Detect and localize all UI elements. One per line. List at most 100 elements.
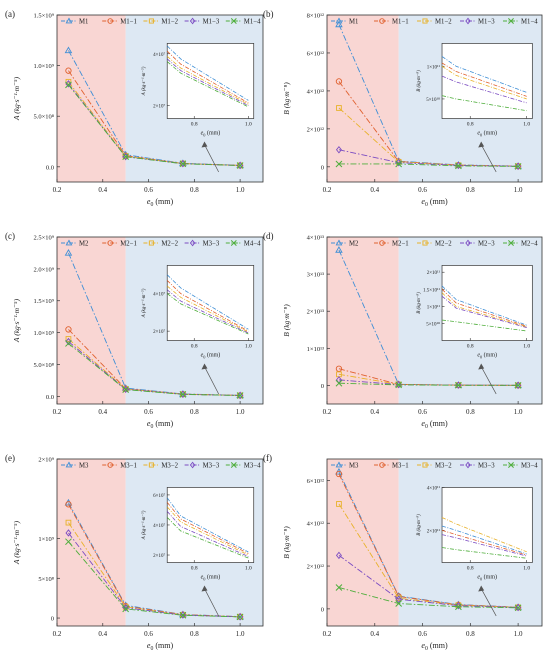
inset-series-line — [441, 295, 527, 328]
inset-y-axis-label: A (kg·s⁻¹·m⁻⁵) — [141, 288, 147, 318]
x-tick-label: 0.6 — [144, 408, 153, 416]
legend-label: M2 — [79, 241, 89, 248]
zoom-arrow-head — [201, 585, 208, 592]
inset-series-line — [166, 56, 249, 105]
inset-series-line — [166, 293, 249, 335]
data-point-x — [122, 153, 130, 161]
legend: M2 M2−1 M2−2 M3−3 M4−4 — [61, 239, 261, 248]
inset-x-tick-label: 1.0 — [523, 344, 530, 350]
inset-series-line — [441, 517, 527, 553]
legend-label: M1−2 — [435, 19, 452, 26]
y-tick-label: 8×10¹² — [307, 13, 324, 20]
legend: M2 M2−1 M2−2 M2−3 M2−4 — [331, 239, 538, 248]
legend-label: M2−2 — [435, 241, 452, 248]
legend-label: M1−1 — [120, 19, 137, 26]
inset-x-tick-label: 0.8 — [191, 566, 198, 572]
x-tick-label: 0.2 — [53, 186, 62, 194]
legend-label: M3−1 — [120, 463, 137, 470]
x-tick-label: 1.0 — [514, 186, 523, 194]
series-line — [68, 504, 241, 618]
data-point-x-stroke — [122, 605, 130, 613]
data-point-diamond — [465, 239, 471, 247]
inset-series-line — [441, 75, 527, 104]
data-point-x-stroke — [455, 381, 462, 389]
data-point-x — [455, 603, 462, 611]
inset-series-line — [441, 289, 527, 327]
inset-chart: 5×10¹⁰ 1×10¹¹ 0.8 1.0 e0 (mm) B (kg·m⁻⁸) — [416, 43, 533, 138]
zoom-arrow — [204, 144, 219, 173]
y-axis-label: A (kg·s⁻¹·m⁻⁵) — [12, 520, 21, 565]
inset-y-tick-label: 6×10⁷ — [153, 493, 165, 499]
data-point-x — [230, 240, 237, 246]
data-point-x — [65, 538, 72, 546]
inset-x-tick-label: 0.8 — [467, 122, 474, 128]
legend-label: M3−4 — [244, 463, 261, 470]
series-line — [338, 503, 519, 608]
series-line — [338, 382, 519, 386]
data-point-circle — [107, 462, 113, 468]
shaded-region — [57, 459, 126, 626]
data-point-circle — [379, 18, 385, 24]
inset-series-line — [441, 95, 527, 112]
zoom-arrow — [204, 366, 219, 395]
inset-series-line — [441, 534, 527, 557]
y-tick-label: 0.0 — [46, 164, 54, 171]
data-point-x — [455, 381, 462, 389]
inset-y-tick-label: 4×10⁷ — [153, 523, 165, 529]
series-line — [68, 338, 241, 396]
panel-label: (e) — [5, 453, 15, 463]
x-tick-label: 0.2 — [323, 408, 332, 416]
data-point-x — [514, 604, 522, 612]
y-axis-label: B (kg·m⁻⁸) — [282, 526, 291, 559]
legend-label: M3−3 — [203, 463, 220, 470]
x-tick-label: 0.6 — [418, 408, 427, 416]
inset-y-tick-label: 4×10¹¹ — [427, 485, 441, 491]
x-tick-label: 0.2 — [53, 408, 62, 416]
legend-label: M3−4 — [521, 463, 538, 470]
chart-panel: (e) 0 5×10⁸ 1×10⁹ 2×10⁹ 0.2 0.4 0.6 0.8 1.0 e0 (mm… — [5, 453, 264, 652]
data-point-triangle — [64, 46, 73, 54]
zoom-arrow-head — [478, 363, 485, 370]
inset-y-tick-label: 2×10¹¹ — [427, 528, 441, 534]
data-point-x — [65, 81, 72, 89]
data-point-square — [422, 462, 428, 468]
data-point-diamond — [335, 146, 342, 154]
data-point-diamond — [65, 337, 72, 346]
inset-series-line — [166, 50, 249, 104]
data-point-x — [335, 379, 343, 387]
inset-series-line — [166, 45, 249, 101]
inset-series-line — [441, 285, 527, 326]
data-point-triangle — [64, 249, 73, 256]
legend: M3 M3−1 M3−2 M3−3 M3−4 — [331, 461, 538, 470]
data-point-x — [179, 611, 187, 619]
plot-frame — [56, 236, 264, 405]
x-tick-label: 0.8 — [466, 186, 475, 194]
x-tick-label: 1.0 — [236, 630, 245, 638]
x-tick-label: 0.4 — [98, 630, 107, 638]
inset-x-tick-label: 1.0 — [523, 122, 530, 128]
data-point-x — [236, 162, 244, 169]
zoom-arrow — [480, 588, 497, 617]
panel-label: (c) — [5, 231, 15, 241]
data-point-x — [514, 163, 522, 170]
shaded-region — [57, 237, 126, 404]
data-point-circle — [65, 326, 72, 333]
data-point-diamond — [189, 461, 196, 469]
chart-panel: (a) 0.0 5.0×10⁸ 1.0×10⁹ 1.5×10⁹ 0.2 0.4 0.6 0.8 1… — [5, 9, 264, 208]
inset-x-tick-label: 0.8 — [467, 566, 474, 572]
inset-series-line — [166, 58, 249, 106]
legend: M1 M1−1 M1−2 M1−3 M1−4 — [61, 17, 261, 26]
x-axis-label: e0 (mm) — [147, 419, 174, 430]
data-point-diamond — [465, 461, 471, 469]
inset-series-line — [441, 62, 527, 97]
x-axis-label: e0 (mm) — [147, 641, 174, 652]
series-line — [68, 541, 241, 618]
y-tick-label: 2×10¹² — [307, 126, 324, 133]
data-point-x-stroke — [455, 603, 462, 611]
y-tick-label: 2×10¹³ — [307, 309, 324, 316]
zoom-arrow — [480, 366, 497, 395]
inset-y-tick-label: 2×10⁷ — [153, 553, 165, 559]
legend-label: M1−4 — [244, 19, 261, 26]
data-point-x — [395, 160, 403, 168]
